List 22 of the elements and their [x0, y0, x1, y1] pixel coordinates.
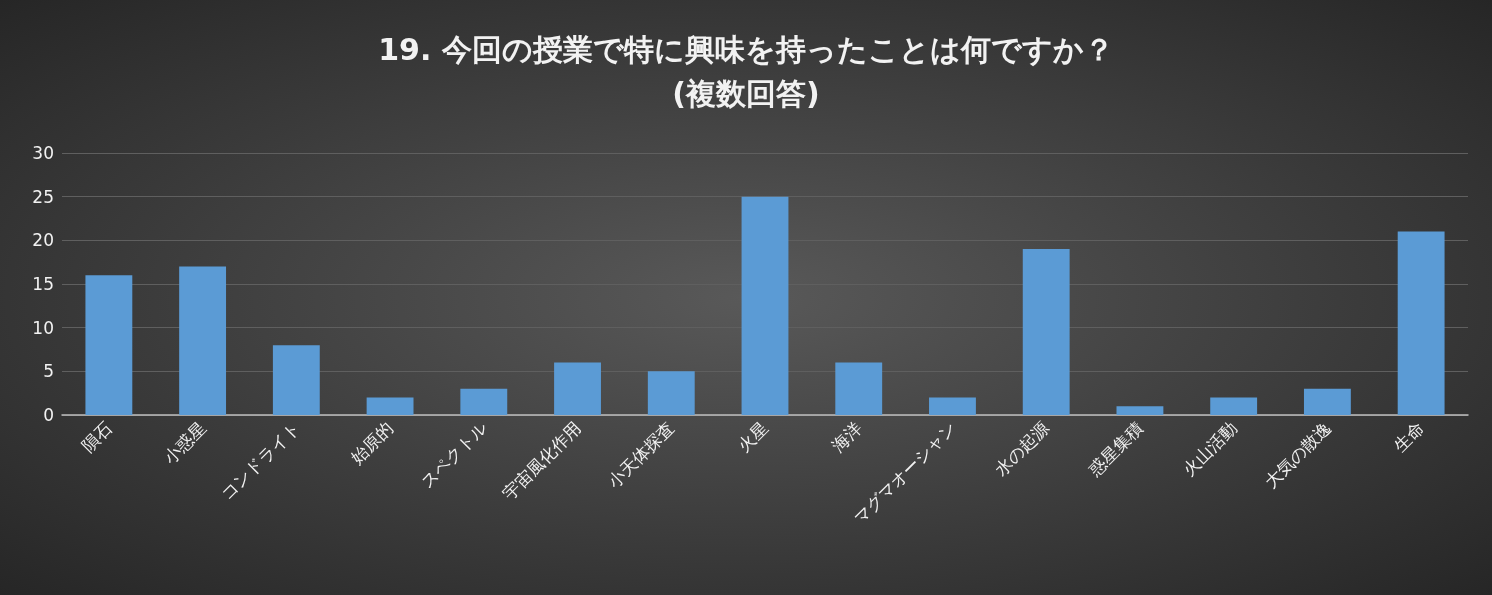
y-tick-label: 25 [32, 186, 54, 207]
y-tick-label: 20 [32, 230, 54, 251]
x-tick-label: 隕石 [77, 417, 116, 457]
x-tick-label: 大気の散逸 [1260, 417, 1335, 493]
y-tick-label: 10 [32, 317, 54, 338]
x-tick-label: 火山活動 [1178, 417, 1241, 481]
y-tick-label: 0 [43, 405, 54, 425]
y-tick-label: 15 [32, 274, 54, 294]
x-tick-label: 宇宙風化作用 [498, 417, 585, 505]
x-tick-label: 惑星集積 [1084, 417, 1147, 481]
x-tick-label: 水の起源 [991, 417, 1054, 481]
x-tick-label: コンドライト [217, 417, 304, 505]
x-tick-label: 生命 [1390, 417, 1429, 457]
chart-title: 19. 今回の授業で特に興味を持ったことは何ですか？ (複数回答) [378, 31, 1114, 111]
x-tick-label: 小惑星 [159, 417, 210, 469]
x-tick-label: スペクトル [416, 417, 491, 493]
x-tick-label: 始原的 [346, 417, 398, 469]
x-tick-label: 小天体探査 [604, 417, 679, 493]
x-tick-label: 海洋 [827, 417, 866, 457]
x-tick-label: 火星 [733, 417, 773, 457]
y-tick-label: 30 [32, 143, 54, 163]
y-tick-label: 5 [43, 361, 54, 382]
